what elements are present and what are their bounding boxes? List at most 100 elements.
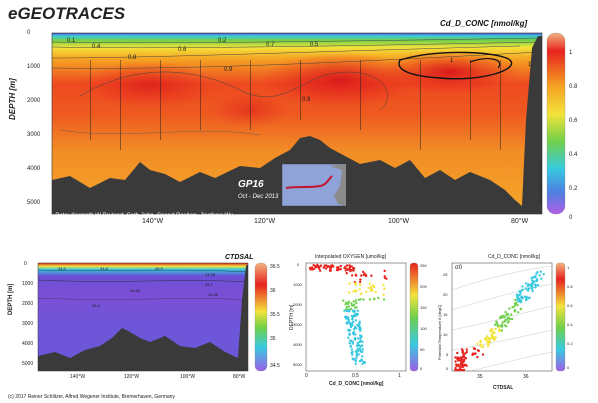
oxygen-point [350,314,354,318]
scatter-right-cbar-tick: 0 [567,365,570,370]
ts-point [484,338,487,342]
scatter-right-ytick: 15 [443,312,448,317]
small-cbar-tick: 35 [270,336,276,342]
scatter-left-xtick: 0.5 [352,373,359,379]
main-ytick: 0 [27,30,31,36]
ts-point [487,338,490,341]
oxygen-point [329,269,332,272]
ts-point [454,356,457,359]
oxygen-point [345,315,348,318]
ts-point [536,284,540,287]
ts-point [500,329,504,332]
ts-point [519,300,523,304]
ts-point [461,355,465,358]
oxygen-point [313,267,316,270]
scatter-left-xtick: 0 [305,373,308,379]
oxygen-point [356,349,360,352]
ts-point [516,299,519,302]
small-contour-label: 34.55 [205,272,216,277]
scatter-right-cbar-tick: 0.4 [567,322,573,327]
oxygen-point [361,270,365,274]
ts-point [471,353,474,356]
small-contour-label: 34.66 [208,292,219,297]
oxygen-point [339,264,343,268]
ts-point [486,344,490,348]
oxygen-point [382,283,385,287]
ts-point [465,348,468,351]
small-cbar-tick: 36 [270,288,276,294]
main-ytick: 3000 [27,132,41,138]
scatter-left-ytick: 3000 [293,322,302,327]
ts-point [516,303,519,307]
oxygen-point [350,302,353,305]
ts-point [514,298,517,302]
oxygen-point [361,362,364,365]
oxygen-point [345,317,348,320]
contour-label: 0.6 [178,47,187,53]
oxygen-point [348,342,351,345]
scatter-right-ytick: 5 [446,352,449,357]
ts-point [513,304,517,307]
oxygen-point [383,269,386,273]
oxygen-point [330,265,333,268]
scatter-right-xtick: 35 [477,374,483,380]
contour-label: 1 [450,58,454,64]
small-contour-label: 34.7 [205,282,213,287]
scatter-right-ytick: 25 [443,272,448,277]
small-xtick: 80°W [233,374,246,380]
oxygen-point [337,268,340,272]
ts-point [525,298,528,302]
scatter-left-ytick: 2000 [293,302,302,307]
scatter-left-ytick: 0 [297,262,300,267]
inset-title: GP16 [238,179,264,190]
main-ytick: 1000 [27,64,41,70]
ts-point [535,277,539,281]
ts-point [507,316,510,319]
oxygen-point [367,286,370,290]
contour-label: 0.8 [128,55,137,61]
main-colorbar [546,32,566,215]
ts-point [521,288,524,291]
oxygen-point [318,267,321,270]
app-title: eGEOTRACES [8,4,126,23]
contour-label: 0.9 [302,97,311,103]
ts-point [501,321,504,324]
oxygen-point [350,269,353,272]
ts-point [461,365,465,368]
oxygen-point [347,336,350,339]
contour-label: 0.1 [67,38,76,44]
scatter-left-xlabel: Cd_D_CONC [nmol/kg] [329,381,384,387]
ts-point [530,287,534,290]
ts-point [503,324,507,327]
oxygen-point [352,269,355,272]
oxygen-point [319,269,322,272]
oxygen-point [359,337,362,340]
ts-point [461,350,464,354]
oxygen-point [383,275,386,278]
small-bathymetry [38,264,248,371]
ts-point [525,296,528,300]
oxygen-point [353,337,357,340]
small-section-plot [37,262,268,372]
main-section-plot [51,32,566,215]
oxygen-point [309,268,312,271]
oxygen-point [348,332,351,335]
scatter-left-xtick: 1 [398,373,401,379]
scatter-left-title: Interpolated OXYGEN [umol/kg] [315,254,386,260]
scatter-right-ylabel: Potential Temperature θ [degC] [437,304,442,360]
oxygen-point [342,299,345,302]
ts-point [462,353,465,357]
oxygen-point [350,304,354,307]
copyright-footer: (c) 2017 Reiner Schlitzer, Alfred Wegene… [8,394,175,400]
small-ytick: 0 [24,261,27,267]
ts-point [540,277,543,280]
ts-point [536,271,539,274]
ts-point [499,329,502,332]
main-cbar-tick: 0.4 [569,152,578,158]
oxygen-point [355,301,358,305]
oxygen-point [361,348,365,351]
ts-point [460,357,463,360]
oxygen-point [352,333,355,336]
scatter-right-ytick: 20 [443,292,448,297]
